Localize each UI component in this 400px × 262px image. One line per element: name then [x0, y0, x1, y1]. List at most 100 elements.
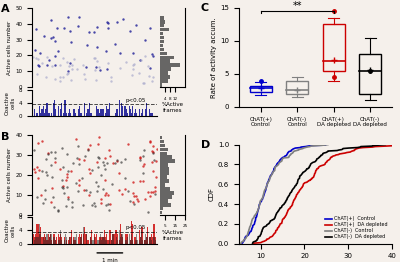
Bar — [127, 234, 128, 244]
Bar — [160, 71, 168, 75]
Point — [94, 45, 100, 50]
Point — [64, 195, 71, 199]
Bar — [69, 237, 70, 244]
Bar — [145, 240, 146, 244]
Bar — [34, 240, 35, 244]
Point — [135, 198, 141, 203]
ChAT(-)  Control — [252, 215, 256, 219]
Bar — [150, 113, 151, 116]
Point — [34, 63, 41, 67]
Bar — [81, 113, 82, 116]
Point — [113, 157, 120, 162]
Bar — [45, 237, 46, 244]
Point — [95, 155, 102, 159]
Point — [52, 160, 59, 164]
Bar — [141, 231, 142, 244]
Point — [137, 179, 143, 183]
Bar — [147, 227, 148, 244]
Bar — [76, 234, 77, 244]
Point — [68, 67, 75, 71]
Point — [65, 71, 71, 75]
Bar — [132, 240, 134, 244]
Point — [137, 58, 144, 62]
Bar — [128, 106, 130, 116]
Point — [46, 58, 52, 62]
Bar — [49, 237, 50, 244]
Point — [96, 135, 102, 139]
Point — [49, 175, 55, 179]
Point — [30, 167, 37, 171]
Bar — [117, 110, 118, 116]
Bar — [160, 211, 162, 214]
Point — [80, 63, 86, 67]
Point — [94, 142, 101, 146]
Y-axis label: Coactive
cells: Coactive cells — [5, 91, 16, 115]
Bar — [160, 191, 174, 195]
Bar — [70, 237, 71, 244]
Bar — [117, 234, 118, 244]
ChAT(-)  Control — [326, 143, 330, 146]
Text: B: B — [1, 132, 9, 141]
ChAT(+)  Control — [251, 223, 256, 226]
Bar — [128, 234, 130, 244]
Bar — [121, 234, 122, 244]
Point — [105, 26, 112, 30]
Bar — [35, 237, 36, 244]
Bar — [359, 54, 381, 94]
Bar — [60, 234, 61, 244]
Point — [76, 15, 82, 20]
Y-axis label: Active cells number: Active cells number — [8, 148, 12, 202]
ChAT(-)  DA depleted — [255, 238, 260, 241]
Point — [60, 165, 67, 170]
ChAT(+)  Control — [240, 242, 244, 245]
Point — [86, 30, 92, 34]
Point — [69, 200, 75, 204]
Point — [65, 14, 72, 19]
Point — [122, 156, 128, 161]
Point — [101, 162, 108, 167]
Bar — [132, 106, 134, 116]
Point — [94, 189, 100, 194]
Bar — [91, 231, 92, 244]
Point — [76, 156, 82, 161]
Point — [44, 55, 50, 59]
Bar — [65, 100, 66, 116]
Point — [130, 67, 136, 71]
Bar — [160, 16, 164, 20]
Bar — [90, 237, 91, 244]
Bar — [56, 237, 58, 244]
Bar — [135, 237, 136, 244]
Point — [102, 166, 108, 171]
ChAT(-)  Control — [238, 242, 243, 245]
ChAT(+)  DA depleted — [264, 238, 269, 241]
Point — [147, 194, 154, 198]
ChAT(-)  DA depleted — [250, 242, 255, 245]
Bar — [160, 52, 166, 55]
Bar — [106, 240, 107, 244]
Bar — [72, 237, 74, 244]
Point — [52, 156, 58, 160]
Point — [116, 66, 123, 70]
Point — [86, 193, 92, 197]
Text: C: C — [200, 3, 209, 13]
Bar — [160, 175, 167, 179]
Point — [89, 168, 95, 172]
Point — [69, 205, 76, 209]
Bar — [116, 110, 117, 116]
Point — [142, 54, 148, 58]
Bar — [44, 240, 45, 244]
Bar — [46, 234, 48, 244]
Line: ChAT(-)  Control: ChAT(-) Control — [241, 145, 328, 243]
Point — [148, 190, 154, 194]
Y-axis label: Coactive
cells: Coactive cells — [5, 219, 16, 242]
Point — [55, 49, 62, 53]
Point — [50, 195, 56, 200]
ChAT(-)  Control — [242, 238, 247, 241]
Bar — [117, 240, 118, 244]
Bar — [100, 237, 101, 244]
Bar — [144, 240, 145, 244]
ChAT(+)  DA depleted — [252, 242, 256, 245]
Bar — [66, 240, 68, 244]
ChAT(-)  Control — [248, 223, 253, 226]
ChAT(-)  Control — [244, 236, 249, 239]
